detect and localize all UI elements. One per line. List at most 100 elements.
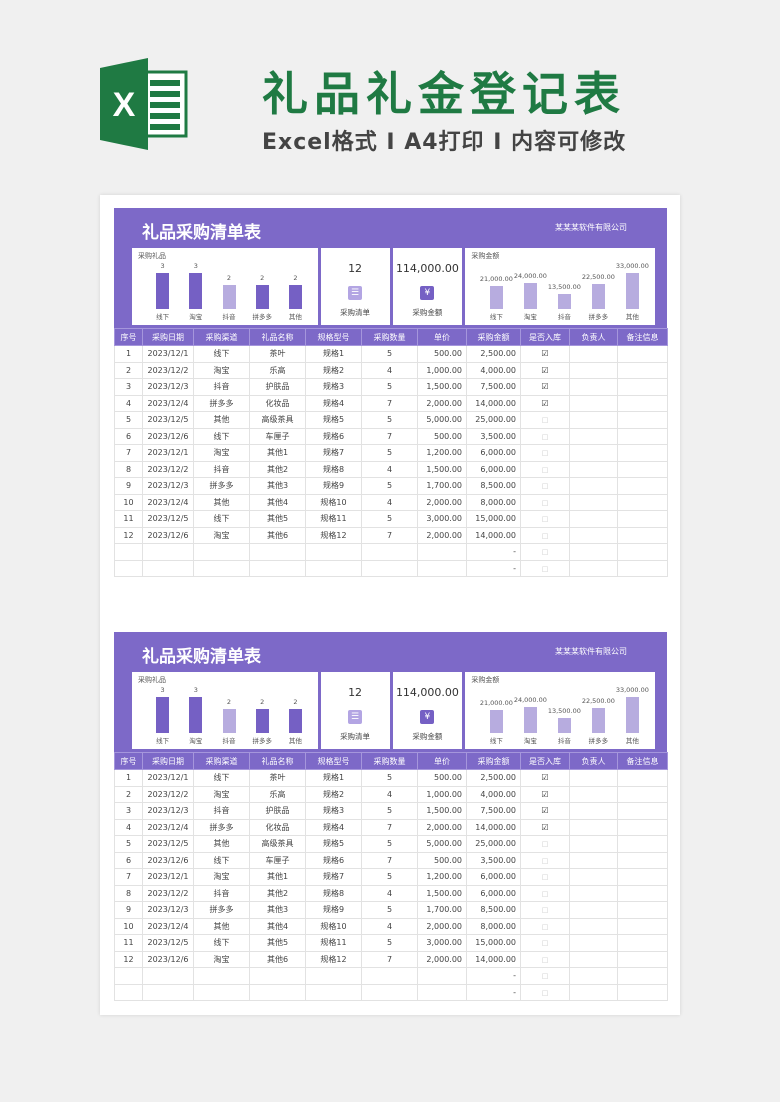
table-cell[interactable]: 25,000.00 xyxy=(466,411,521,429)
table-cell[interactable]: - xyxy=(466,559,521,577)
table-cell[interactable]: 5 xyxy=(361,769,418,787)
table-cell[interactable]: 其他6 xyxy=(249,950,306,968)
table-cell[interactable] xyxy=(114,543,143,561)
table-cell[interactable]: 5 xyxy=(361,444,418,462)
table-cell[interactable] xyxy=(193,983,250,1001)
table-cell[interactable]: 15,000.00 xyxy=(466,934,521,952)
table-cell[interactable]: 1,500.00 xyxy=(417,460,467,478)
table-cell[interactable]: 7 xyxy=(361,950,418,968)
table-cell[interactable] xyxy=(569,884,618,902)
table-cell[interactable] xyxy=(617,510,668,528)
table-cell[interactable]: 2,000.00 xyxy=(417,950,467,968)
table-cell[interactable]: 规格8 xyxy=(305,460,362,478)
table-cell[interactable]: 12 xyxy=(114,950,143,968)
table-cell[interactable]: 1,700.00 xyxy=(417,901,467,919)
table-cell[interactable]: 规格12 xyxy=(305,526,362,544)
table-cell[interactable] xyxy=(569,345,618,363)
table-cell[interactable]: 线下 xyxy=(193,934,250,952)
table-cell[interactable] xyxy=(193,559,250,577)
table-cell[interactable] xyxy=(569,785,618,803)
table-cell[interactable] xyxy=(617,378,668,396)
table-cell[interactable]: 淘宝 xyxy=(193,785,250,803)
table-cell[interactable]: 规格10 xyxy=(305,493,362,511)
table-cell[interactable] xyxy=(569,378,618,396)
table-cell[interactable]: 3 xyxy=(114,378,143,396)
in-stock-checkbox[interactable]: ☑ xyxy=(520,394,570,412)
table-cell[interactable]: 9 xyxy=(114,477,143,495)
table-cell[interactable] xyxy=(249,559,306,577)
table-cell[interactable]: 5 xyxy=(361,934,418,952)
table-cell[interactable]: 11 xyxy=(114,510,143,528)
table-cell[interactable] xyxy=(617,950,668,968)
table-cell[interactable] xyxy=(569,917,618,935)
table-cell[interactable]: 1,700.00 xyxy=(417,477,467,495)
in-stock-checkbox[interactable]: □ xyxy=(520,950,570,968)
table-cell[interactable]: 4 xyxy=(361,361,418,379)
table-cell[interactable]: 乐高 xyxy=(249,361,306,379)
table-cell[interactable]: 车厘子 xyxy=(249,851,306,869)
table-cell[interactable] xyxy=(569,818,618,836)
table-cell[interactable] xyxy=(617,427,668,445)
table-cell[interactable]: 2,500.00 xyxy=(466,769,521,787)
table-cell[interactable]: 7,500.00 xyxy=(466,378,521,396)
table-cell[interactable] xyxy=(617,983,668,1001)
table-cell[interactable]: 5 xyxy=(114,835,143,853)
table-cell[interactable] xyxy=(617,802,668,820)
table-cell[interactable]: 规格11 xyxy=(305,510,362,528)
table-cell[interactable]: 1,500.00 xyxy=(417,802,467,820)
table-cell[interactable]: 其他 xyxy=(193,835,250,853)
table-cell[interactable]: 线下 xyxy=(193,851,250,869)
table-cell[interactable]: 淘宝 xyxy=(193,526,250,544)
table-cell[interactable]: 1 xyxy=(114,345,143,363)
table-cell[interactable]: 5,000.00 xyxy=(417,835,467,853)
table-cell[interactable]: 4,000.00 xyxy=(466,785,521,803)
table-cell[interactable]: 2023/12/1 xyxy=(142,345,194,363)
table-cell[interactable]: 7,500.00 xyxy=(466,802,521,820)
in-stock-checkbox[interactable]: □ xyxy=(520,510,570,528)
table-cell[interactable]: 其他3 xyxy=(249,477,306,495)
table-cell[interactable] xyxy=(569,934,618,952)
table-cell[interactable] xyxy=(142,983,194,1001)
table-cell[interactable] xyxy=(114,559,143,577)
table-cell[interactable]: 护肤品 xyxy=(249,802,306,820)
in-stock-checkbox[interactable]: □ xyxy=(520,427,570,445)
table-cell[interactable] xyxy=(569,526,618,544)
table-cell[interactable]: 规格7 xyxy=(305,444,362,462)
table-cell[interactable]: 12 xyxy=(114,526,143,544)
in-stock-checkbox[interactable]: □ xyxy=(520,493,570,511)
table-cell[interactable] xyxy=(142,967,194,985)
table-cell[interactable] xyxy=(569,477,618,495)
table-cell[interactable]: 1,200.00 xyxy=(417,444,467,462)
table-cell[interactable]: 3,000.00 xyxy=(417,510,467,528)
table-cell[interactable]: 抖音 xyxy=(193,460,250,478)
table-cell[interactable] xyxy=(114,983,143,1001)
table-cell[interactable]: 2023/12/6 xyxy=(142,526,194,544)
table-cell[interactable]: 规格1 xyxy=(305,345,362,363)
table-cell[interactable]: 4 xyxy=(361,785,418,803)
table-cell[interactable]: 规格2 xyxy=(305,361,362,379)
table-cell[interactable] xyxy=(617,769,668,787)
table-cell[interactable]: 规格6 xyxy=(305,851,362,869)
in-stock-checkbox[interactable]: ☑ xyxy=(520,785,570,803)
table-cell[interactable]: 8,500.00 xyxy=(466,477,521,495)
table-cell[interactable] xyxy=(617,917,668,935)
table-cell[interactable] xyxy=(305,543,362,561)
table-cell[interactable]: 3 xyxy=(114,802,143,820)
table-cell[interactable]: 其他6 xyxy=(249,526,306,544)
in-stock-checkbox[interactable]: ☑ xyxy=(520,769,570,787)
in-stock-checkbox[interactable]: □ xyxy=(520,559,570,577)
table-cell[interactable]: 规格11 xyxy=(305,934,362,952)
table-cell[interactable] xyxy=(361,543,418,561)
table-cell[interactable]: 4 xyxy=(361,460,418,478)
table-cell[interactable]: 6,000.00 xyxy=(466,444,521,462)
table-cell[interactable]: 5 xyxy=(361,345,418,363)
table-cell[interactable]: 2023/12/4 xyxy=(142,493,194,511)
table-cell[interactable]: 5 xyxy=(361,477,418,495)
table-cell[interactable]: 4 xyxy=(114,818,143,836)
table-cell[interactable]: 3,500.00 xyxy=(466,851,521,869)
table-cell[interactable]: 8 xyxy=(114,460,143,478)
table-cell[interactable] xyxy=(569,493,618,511)
table-cell[interactable]: 其他4 xyxy=(249,917,306,935)
table-cell[interactable]: 2023/12/6 xyxy=(142,427,194,445)
in-stock-checkbox[interactable]: ☑ xyxy=(520,802,570,820)
